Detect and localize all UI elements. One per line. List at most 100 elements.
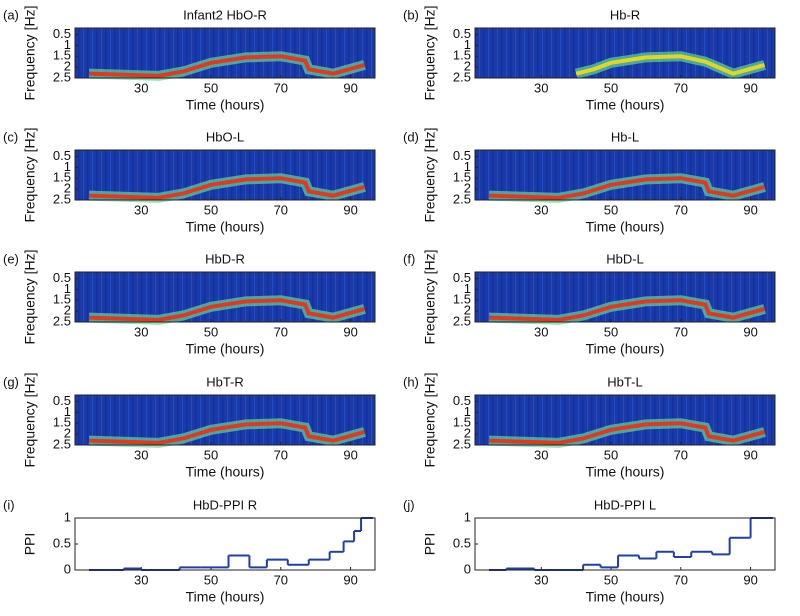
axes-frame xyxy=(74,517,376,571)
panel-title: Hb-R xyxy=(610,7,640,22)
x-axis-label: Time (hours) xyxy=(186,464,265,480)
y-axis-label: Frequency [Hz] xyxy=(422,128,438,223)
x-tick-label: 30 xyxy=(534,202,548,217)
x-tick-label: 90 xyxy=(343,80,357,95)
x-tick-label: 30 xyxy=(134,447,148,462)
panel-letter: (i) xyxy=(3,497,15,512)
y-tick-label: 2.5 xyxy=(53,69,71,84)
y-tick-label: 0.5 xyxy=(53,393,71,408)
y-tick-label: 0.5 xyxy=(53,148,71,163)
x-axis-label: Time (hours) xyxy=(186,97,265,113)
x-tick-label: 70 xyxy=(674,324,688,339)
axes-frame xyxy=(74,149,376,201)
x-tick-label: 70 xyxy=(674,447,688,462)
x-axis-label: Time (hours) xyxy=(586,97,665,113)
y-tick-label: 2 xyxy=(464,181,471,196)
x-tick-label: 30 xyxy=(534,80,548,95)
axes-frame xyxy=(474,271,776,323)
y-tick-label: 0.5 xyxy=(453,148,471,163)
panel-title: Infant2 HbO-R xyxy=(183,7,267,22)
y-tick-label: 0.5 xyxy=(453,26,471,41)
y-axis-label: Frequency [Hz] xyxy=(22,250,38,345)
x-axis-label: Time (hours) xyxy=(186,219,265,235)
axes-frame xyxy=(474,27,776,79)
y-tick-label: 0 xyxy=(64,561,71,576)
y-tick-label: 2 xyxy=(464,59,471,74)
panel-title: HbT-R xyxy=(206,374,244,389)
y-axis-label: Frequency [Hz] xyxy=(422,250,438,345)
ridge xyxy=(488,421,766,445)
panel-title: HbD-PPI L xyxy=(594,497,656,512)
y-tick-label: 0.5 xyxy=(53,26,71,41)
x-tick-label: 50 xyxy=(204,324,218,339)
x-tick-label: 90 xyxy=(343,572,357,587)
y-tick-label: 2 xyxy=(64,59,71,74)
x-tick-label: 50 xyxy=(204,202,218,217)
y-tick-label: 2.5 xyxy=(453,313,471,328)
axes-frame xyxy=(474,517,776,571)
y-tick-label: 1 xyxy=(64,159,71,174)
x-tick-label: 50 xyxy=(604,80,618,95)
ridge xyxy=(88,298,366,322)
y-tick-label: 1.5 xyxy=(53,415,71,430)
x-tick-label: 70 xyxy=(274,447,288,462)
x-tick-label: 90 xyxy=(343,324,357,339)
y-axis-label: Frequency [Hz] xyxy=(22,373,38,468)
x-tick-label: 50 xyxy=(604,202,618,217)
panel-title: HbD-R xyxy=(205,251,245,266)
y-tick-label: 2.5 xyxy=(453,69,471,84)
panel-letter: (h) xyxy=(403,374,419,389)
panel-letter: (a) xyxy=(3,7,19,22)
x-tick-label: 30 xyxy=(534,324,548,339)
y-tick-label: 0.5 xyxy=(453,270,471,285)
x-tick-label: 70 xyxy=(674,80,688,95)
y-tick-label: 1 xyxy=(464,37,471,52)
y-tick-label: 1.5 xyxy=(453,170,471,185)
x-tick-label: 90 xyxy=(743,80,757,95)
panel-letter: (c) xyxy=(3,129,18,144)
y-tick-label: 0.5 xyxy=(53,270,71,285)
y-axis-label: Frequency [Hz] xyxy=(422,6,438,101)
y-axis-label: Frequency [Hz] xyxy=(422,373,438,468)
panel-title: HbD-PPI R xyxy=(193,497,257,512)
x-axis-label: Time (hours) xyxy=(586,464,665,480)
y-tick-label: 1.5 xyxy=(453,292,471,307)
x-tick-label: 30 xyxy=(134,324,148,339)
y-tick-label: 1 xyxy=(64,404,71,419)
x-tick-label: 90 xyxy=(743,572,757,587)
axes-frame xyxy=(74,271,376,323)
y-axis-label: PPI xyxy=(22,533,38,556)
y-tick-label: 2.5 xyxy=(453,436,471,451)
x-tick-label: 30 xyxy=(534,572,548,587)
y-tick-label: 2 xyxy=(64,426,71,441)
y-tick-label: 2.5 xyxy=(53,191,71,206)
y-tick-label: 1.5 xyxy=(53,292,71,307)
x-axis-label: Time (hours) xyxy=(586,589,665,605)
panel-title: HbO-L xyxy=(206,129,244,144)
y-tick-label: 1 xyxy=(64,281,71,296)
x-tick-label: 30 xyxy=(134,572,148,587)
x-tick-label: 90 xyxy=(743,447,757,462)
y-tick-label: 1 xyxy=(464,509,471,524)
y-tick-label: 0 xyxy=(464,561,471,576)
panel-title: Hb-L xyxy=(611,129,639,144)
x-tick-label: 30 xyxy=(134,202,148,217)
ridge xyxy=(88,54,366,78)
panel-letter: (b) xyxy=(403,7,419,22)
ridge xyxy=(575,54,766,76)
x-axis-label: Time (hours) xyxy=(186,341,265,357)
y-tick-label: 1 xyxy=(464,404,471,419)
x-tick-label: 70 xyxy=(274,202,288,217)
y-axis-label: Frequency [Hz] xyxy=(22,6,38,101)
x-tick-label: 30 xyxy=(134,80,148,95)
y-tick-label: 1.5 xyxy=(453,415,471,430)
x-axis-label: Time (hours) xyxy=(586,219,665,235)
x-tick-label: 50 xyxy=(604,447,618,462)
y-tick-label: 2.5 xyxy=(53,313,71,328)
panel-letter: (e) xyxy=(3,251,19,266)
panel-letter: (g) xyxy=(3,374,19,389)
x-tick-label: 70 xyxy=(674,202,688,217)
y-tick-label: 2 xyxy=(64,181,71,196)
x-tick-label: 50 xyxy=(204,447,218,462)
